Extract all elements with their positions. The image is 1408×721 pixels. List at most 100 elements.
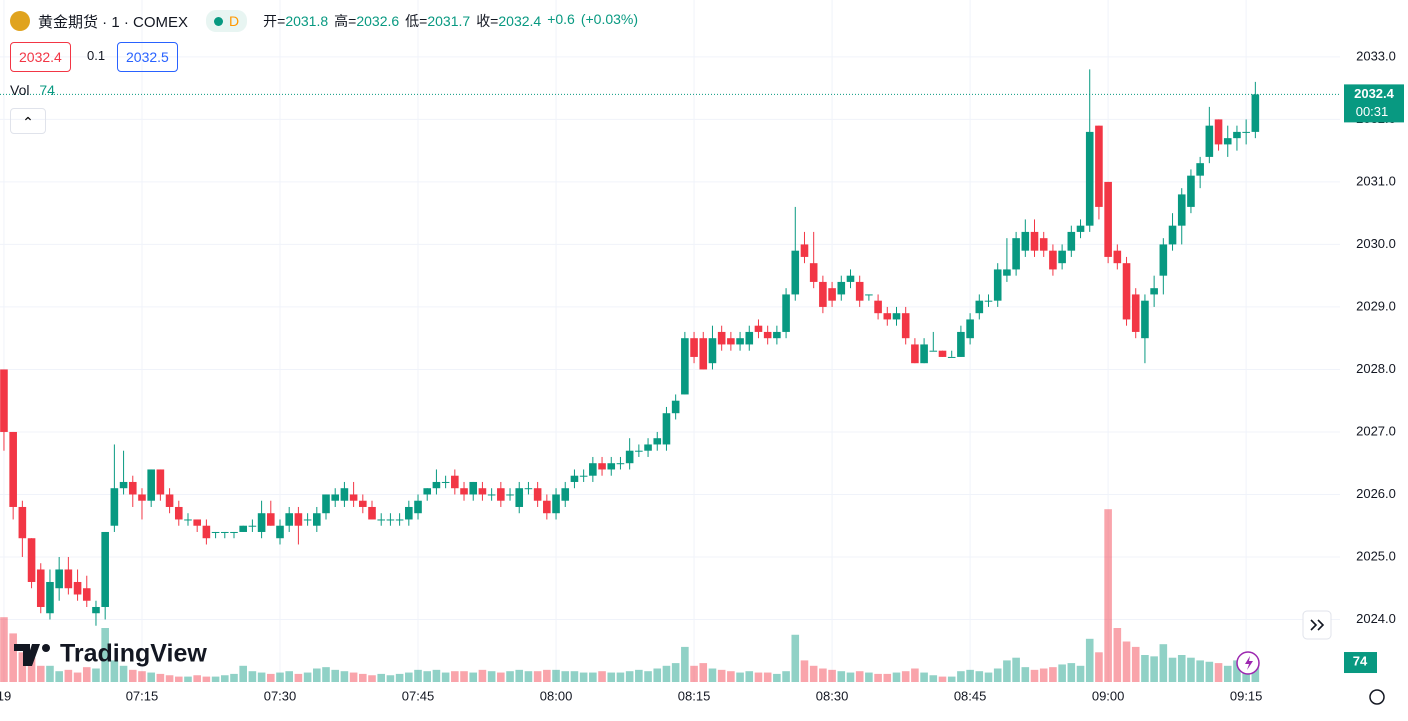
candle-body — [1150, 288, 1158, 295]
settings-icon[interactable] — [1369, 689, 1385, 705]
volume-bar — [625, 671, 634, 682]
volume-bar — [543, 669, 551, 682]
candle-body — [717, 331, 726, 345]
candle-body — [662, 413, 671, 445]
y-tick-label: 2029.0 — [1356, 298, 1396, 313]
candle-body — [745, 331, 754, 345]
candle-body — [55, 569, 63, 589]
y-tick-label: 2026.0 — [1356, 486, 1396, 501]
volume-bar — [1113, 628, 1122, 682]
last-price-label: 2032.4 — [1354, 86, 1395, 101]
volume-bar — [892, 672, 901, 682]
volume-bar — [552, 669, 560, 682]
volume-bar — [911, 668, 919, 682]
status-pill[interactable]: D — [206, 10, 248, 32]
candle-body — [18, 506, 27, 539]
volume-bar — [138, 671, 146, 682]
volume-bar — [883, 673, 892, 682]
candle-body — [846, 275, 855, 282]
candle-body — [1205, 125, 1214, 157]
volume-bar — [708, 668, 717, 682]
candle-body — [184, 519, 192, 521]
volume-bar — [800, 660, 809, 682]
x-tick-label: 08:15 — [678, 688, 711, 703]
candle-body — [174, 506, 183, 520]
candle-body — [451, 475, 459, 489]
candle-body — [533, 488, 542, 501]
candle-body — [9, 431, 17, 507]
volume-bar — [506, 671, 514, 682]
candle-body — [147, 469, 155, 501]
candle-body — [82, 588, 91, 601]
volume-bar — [727, 671, 735, 682]
candle-body — [441, 481, 450, 483]
stat-value: 2032.6 — [356, 13, 400, 29]
countdown: 00:31 — [1356, 104, 1389, 119]
candle-body — [1049, 250, 1057, 270]
candle-body — [957, 331, 965, 357]
volume-bar — [1104, 509, 1112, 682]
y-tick-label: 2025.0 — [1356, 548, 1396, 563]
volume-bar — [855, 671, 864, 682]
volume-bar — [248, 671, 257, 682]
candle-body — [313, 513, 321, 526]
volume-bar — [451, 671, 459, 682]
volume-bar — [846, 672, 855, 682]
volume-bar — [101, 628, 109, 682]
volume-bar — [791, 634, 800, 682]
volume-bar — [73, 672, 82, 682]
candle-body — [1104, 181, 1112, 257]
volume-bar — [395, 673, 404, 682]
stats: 开=2031.8 高=2032.6 低=2031.7 收=2032.4 +0.6 (+0.… — [263, 11, 638, 31]
x-tick-label: 08:00 — [540, 688, 573, 703]
volume-bar — [690, 665, 698, 682]
volume-bar — [607, 672, 616, 682]
candle-body — [524, 488, 533, 490]
candle-body — [303, 519, 312, 521]
candle-body — [285, 513, 294, 526]
volume-bar — [745, 671, 754, 682]
legend-header: 黄金期货 · 1 · COMEX D 开=2031.8 高=2032.6 低=203… — [10, 8, 638, 34]
candle-body — [800, 244, 809, 257]
volume-bar — [478, 669, 487, 682]
volume-bar — [1150, 656, 1158, 682]
volume-bar — [1049, 667, 1057, 682]
stat-label: 高= — [334, 13, 357, 29]
candle-body — [993, 269, 1002, 301]
change: +0.6 — [547, 11, 575, 27]
volume-bar — [1003, 660, 1011, 682]
volume-bar — [414, 669, 422, 682]
candle-body — [368, 506, 376, 520]
candle-body — [349, 494, 358, 501]
sell-button[interactable]: 2032.4 — [10, 42, 71, 72]
candle-body — [1039, 238, 1048, 251]
candle-body — [736, 338, 744, 345]
candle-body — [616, 463, 625, 465]
candle-body — [405, 506, 413, 520]
candle-body — [230, 531, 238, 533]
candle-body — [1067, 231, 1076, 251]
candle-body — [763, 331, 772, 339]
candle-body — [561, 488, 570, 501]
volume-bar — [561, 671, 570, 682]
volume-bar — [285, 671, 294, 682]
volume-bar — [773, 673, 781, 682]
candle-body — [975, 300, 984, 314]
volume-bar — [211, 676, 220, 682]
volume-bar — [671, 663, 680, 682]
volume-bar — [1205, 661, 1214, 682]
candle-body — [156, 469, 165, 495]
candle-body — [193, 519, 201, 526]
candle-body — [0, 369, 8, 432]
candle-body — [359, 500, 367, 507]
candle-body — [276, 525, 284, 539]
candle-body — [110, 488, 119, 526]
candle-body — [837, 281, 846, 295]
volume-bar — [819, 668, 827, 682]
collapse-button[interactable]: ⌃ — [10, 108, 46, 134]
stat-label: 开= — [263, 13, 286, 29]
buy-button[interactable]: 2032.5 — [117, 42, 178, 72]
volume-bar — [570, 671, 579, 682]
